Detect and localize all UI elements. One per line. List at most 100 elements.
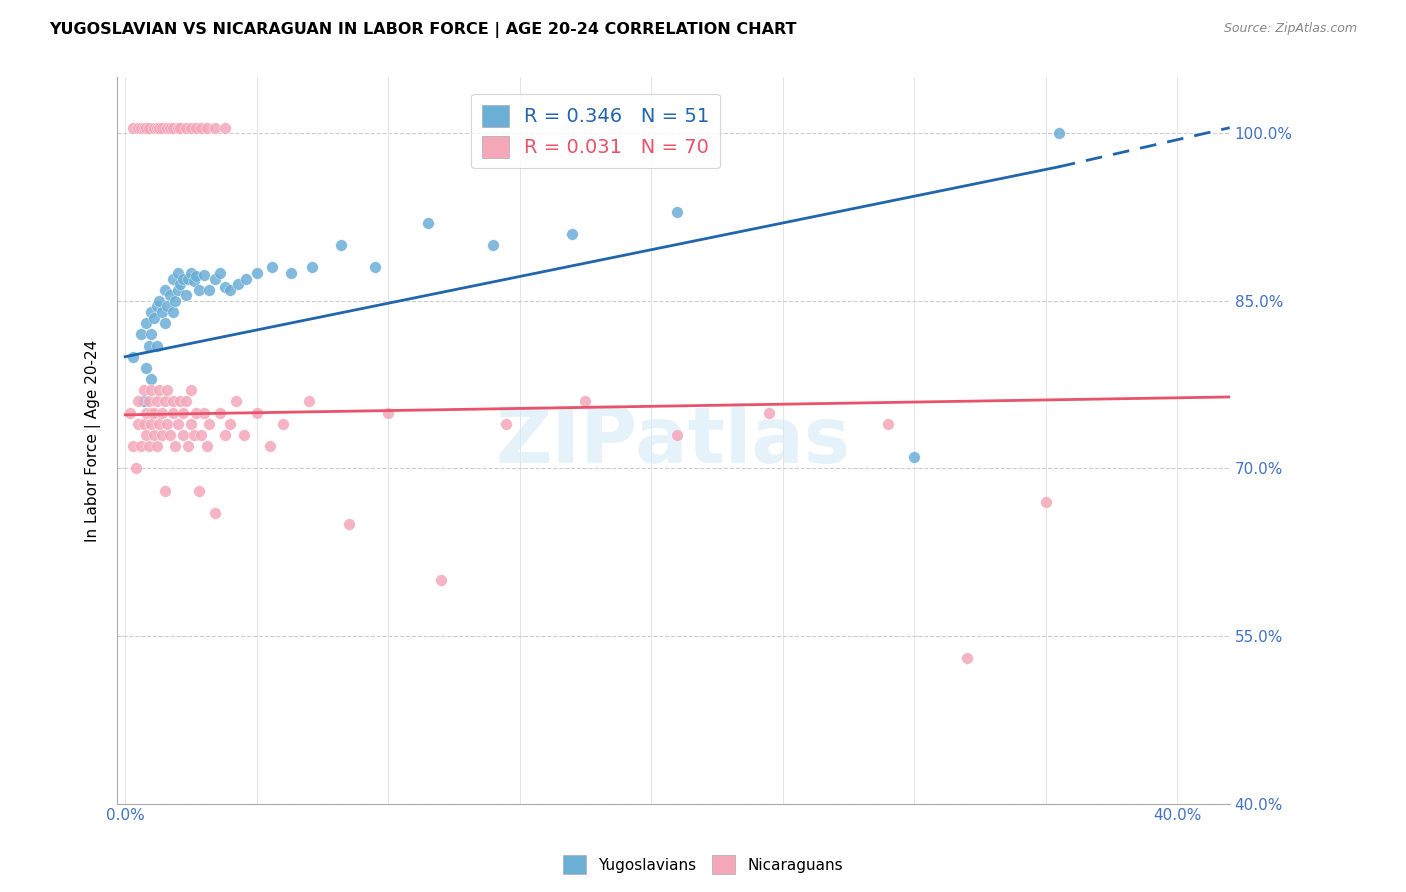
Point bbox=[876, 417, 898, 431]
Point bbox=[162, 120, 184, 135]
Point bbox=[246, 266, 269, 280]
Point bbox=[177, 271, 200, 285]
Point bbox=[141, 372, 163, 386]
Point bbox=[141, 384, 163, 398]
Point bbox=[156, 300, 179, 314]
Point bbox=[190, 120, 212, 135]
Point bbox=[364, 260, 387, 275]
Point bbox=[262, 260, 284, 275]
Point bbox=[193, 268, 215, 283]
Point bbox=[145, 338, 167, 352]
Point bbox=[758, 406, 780, 420]
Point bbox=[337, 517, 360, 532]
Point bbox=[153, 483, 176, 498]
Point bbox=[135, 360, 157, 375]
Point bbox=[177, 439, 200, 453]
Point bbox=[214, 120, 236, 135]
Point bbox=[143, 120, 166, 135]
Point bbox=[190, 428, 212, 442]
Point bbox=[377, 406, 399, 420]
Point bbox=[159, 288, 181, 302]
Point bbox=[429, 573, 451, 587]
Point bbox=[198, 417, 221, 431]
Point bbox=[125, 461, 148, 475]
Point bbox=[195, 439, 218, 453]
Point bbox=[138, 439, 160, 453]
Point bbox=[127, 394, 149, 409]
Point bbox=[208, 406, 231, 420]
Point bbox=[141, 406, 163, 420]
Point bbox=[235, 271, 257, 285]
Text: ZIPatlas: ZIPatlas bbox=[496, 402, 851, 478]
Point bbox=[127, 417, 149, 431]
Point bbox=[1035, 495, 1057, 509]
Point bbox=[193, 406, 215, 420]
Point bbox=[148, 120, 170, 135]
Point bbox=[145, 300, 167, 314]
Point bbox=[120, 406, 142, 420]
Point bbox=[166, 266, 188, 280]
Point bbox=[298, 394, 321, 409]
Point bbox=[150, 406, 173, 420]
Point bbox=[165, 293, 187, 308]
Point bbox=[122, 350, 145, 364]
Point bbox=[666, 428, 689, 442]
Point bbox=[153, 283, 176, 297]
Point bbox=[187, 283, 209, 297]
Point bbox=[482, 238, 505, 252]
Point bbox=[145, 439, 167, 453]
Point bbox=[156, 120, 179, 135]
Point bbox=[172, 271, 194, 285]
Point bbox=[174, 288, 197, 302]
Point bbox=[172, 406, 194, 420]
Point bbox=[214, 280, 236, 294]
Point bbox=[169, 394, 191, 409]
Point bbox=[280, 266, 302, 280]
Point bbox=[169, 120, 191, 135]
Text: Source: ZipAtlas.com: Source: ZipAtlas.com bbox=[1223, 22, 1357, 36]
Point bbox=[129, 327, 152, 342]
Point bbox=[166, 283, 188, 297]
Point bbox=[135, 316, 157, 330]
Point bbox=[153, 394, 176, 409]
Point bbox=[141, 327, 163, 342]
Point bbox=[183, 274, 205, 288]
Point bbox=[143, 428, 166, 442]
Point bbox=[574, 394, 596, 409]
Point bbox=[271, 417, 294, 431]
Point bbox=[150, 305, 173, 319]
Point bbox=[127, 120, 149, 135]
Point bbox=[416, 216, 439, 230]
Point bbox=[166, 120, 188, 135]
Point bbox=[159, 120, 181, 135]
Point bbox=[180, 384, 202, 398]
Point bbox=[162, 271, 184, 285]
Point bbox=[180, 417, 202, 431]
Point bbox=[903, 450, 925, 465]
Point bbox=[122, 120, 145, 135]
Point bbox=[159, 428, 181, 442]
Point bbox=[132, 394, 155, 409]
Point bbox=[138, 338, 160, 352]
Point bbox=[180, 266, 202, 280]
Point bbox=[174, 394, 197, 409]
Point bbox=[259, 439, 281, 453]
Point bbox=[186, 406, 208, 420]
Point bbox=[132, 417, 155, 431]
Point bbox=[214, 428, 236, 442]
Point bbox=[187, 483, 209, 498]
Point bbox=[162, 305, 184, 319]
Point bbox=[129, 120, 152, 135]
Point bbox=[143, 310, 166, 325]
Point bbox=[165, 439, 187, 453]
Point bbox=[204, 120, 226, 135]
Point bbox=[561, 227, 583, 241]
Point bbox=[153, 316, 176, 330]
Point bbox=[225, 394, 247, 409]
Point bbox=[138, 120, 160, 135]
Point bbox=[129, 439, 152, 453]
Y-axis label: In Labor Force | Age 20-24: In Labor Force | Age 20-24 bbox=[86, 339, 101, 541]
Point bbox=[956, 651, 979, 665]
Point bbox=[204, 271, 226, 285]
Point bbox=[166, 417, 188, 431]
